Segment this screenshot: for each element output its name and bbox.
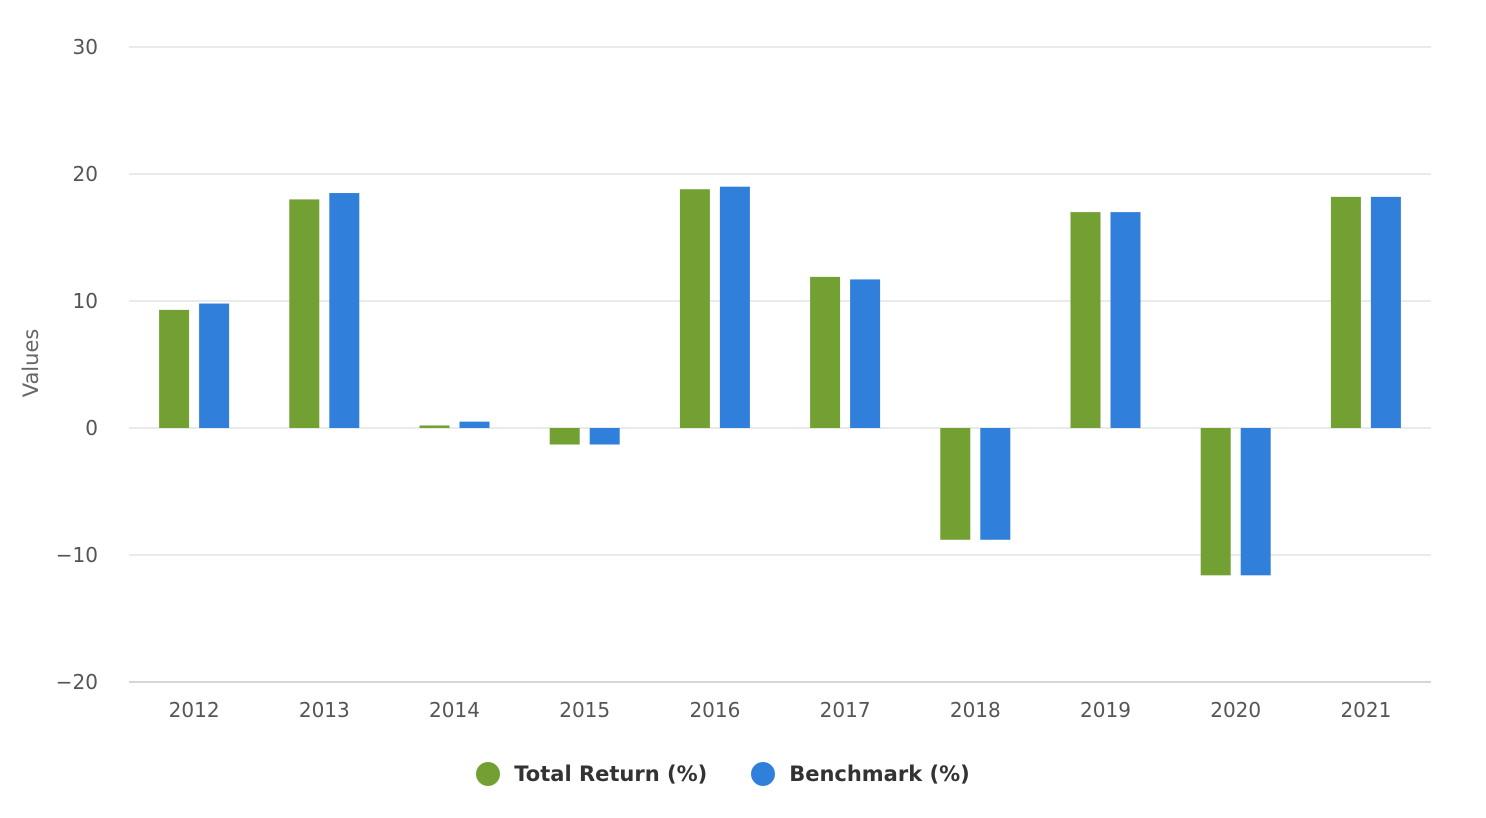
bar-benchmark-2021[interactable] — [1370, 196, 1401, 428]
y-tick-label: 10 — [73, 289, 98, 313]
y-axis-title: Values — [19, 329, 43, 398]
bar-total-return-2018[interactable] — [940, 428, 971, 540]
bar-total-return-2016[interactable] — [679, 189, 710, 428]
legend-label-total-return: Total Return (%) — [514, 762, 708, 786]
y-tick-label: 0 — [85, 416, 98, 440]
axis-ticks: 30 20 10 0 −10 −20 2012 2013 2014 2015 2016 2017 201… — [56, 35, 1392, 722]
x-tick-label: 2020 — [1210, 698, 1261, 722]
gridlines — [129, 46, 1431, 683]
bar-benchmark-2019[interactable] — [1110, 212, 1141, 428]
bar-benchmark-2014[interactable] — [459, 421, 490, 428]
x-tick-label: 2015 — [559, 698, 610, 722]
bar-total-return-2019[interactable] — [1070, 212, 1101, 428]
bar-benchmark-2015[interactable] — [589, 428, 620, 445]
x-tick-label: 2021 — [1340, 698, 1391, 722]
legend-swatch-benchmark — [751, 762, 776, 786]
bar-benchmark-2018[interactable] — [980, 428, 1011, 540]
legend-label-benchmark: Benchmark (%) — [789, 762, 970, 786]
x-tick-label: 2014 — [429, 698, 480, 722]
x-tick-label: 2013 — [299, 698, 350, 722]
bar-total-return-2020[interactable] — [1200, 428, 1231, 576]
bar-total-return-2013[interactable] — [289, 199, 320, 428]
y-tick-label: −10 — [56, 543, 98, 567]
legend-item-total-return[interactable]: Total Return (%) — [476, 762, 707, 786]
x-tick-label: 2012 — [169, 698, 220, 722]
bar-benchmark-2012[interactable] — [199, 303, 230, 428]
x-tick-label: 2019 — [1080, 698, 1131, 722]
y-tick-label: 20 — [73, 162, 98, 186]
bar-benchmark-2016[interactable] — [719, 186, 750, 428]
legend: Total Return (%) Benchmark (%) — [0, 752, 1446, 796]
bar-total-return-2012[interactable] — [159, 309, 190, 428]
legend-item-benchmark[interactable]: Benchmark (%) — [751, 762, 970, 786]
x-tick-label: 2016 — [689, 698, 740, 722]
legend-swatch-total-return — [476, 762, 501, 786]
x-tick-label: 2017 — [820, 698, 871, 722]
bar-total-return-2021[interactable] — [1330, 196, 1361, 428]
x-tick-label: 2018 — [950, 698, 1001, 722]
bar-benchmark-2020[interactable] — [1240, 428, 1271, 576]
y-tick-label: 30 — [73, 35, 98, 59]
bar-total-return-2015[interactable] — [549, 428, 580, 445]
bar-total-return-2014[interactable] — [419, 425, 450, 428]
bar-benchmark-2013[interactable] — [329, 193, 360, 428]
y-tick-label: −20 — [56, 670, 98, 694]
bar-total-return-2017[interactable] — [810, 276, 841, 428]
bar-benchmark-2017[interactable] — [850, 279, 881, 428]
bars — [159, 186, 1401, 576]
